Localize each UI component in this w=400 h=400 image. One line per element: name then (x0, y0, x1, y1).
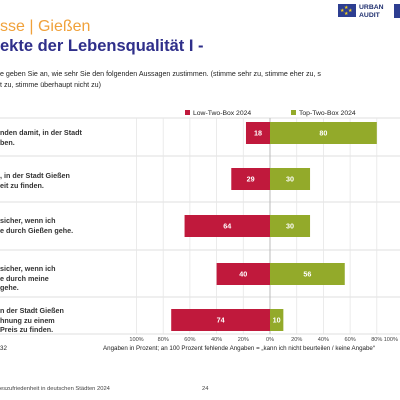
bar-top-two-box (270, 263, 345, 285)
legend-low-label: Low-Two-Box 2024 (193, 110, 252, 117)
bar-label-low: 40 (239, 270, 247, 279)
footnote: Angaben in Prozent; an 100 Prozent fehle… (103, 345, 375, 352)
bar-label-low: 74 (217, 316, 225, 325)
x-tick-label: 60% (344, 337, 355, 343)
bar-label-low: 18 (254, 129, 262, 138)
x-tick-label: 80% (158, 337, 169, 343)
x-tick-label: 40% (318, 337, 329, 343)
legend-top: Top-Two-Box 2024 (291, 110, 356, 117)
legend-low: Low-Two-Box 2024 (185, 110, 251, 117)
bar-label-low: 29 (247, 175, 255, 184)
x-tick-label: 0% (266, 337, 274, 343)
bar-label-top: 30 (286, 175, 294, 184)
bar-low-two-box (245, 122, 270, 144)
x-tick-label: 100% (129, 337, 143, 343)
category-label-4: sicher, wenn ich e durch meine gehe. (0, 264, 56, 293)
bar-top-two-box (270, 168, 311, 190)
legend-top-label: Top-Two-Box 2024 (299, 110, 356, 117)
bar-low-two-box (231, 168, 270, 190)
bar-label-top: 10 (273, 316, 281, 325)
category-label-2: , in der Stadt Gießen eit zu finden. (0, 171, 70, 190)
legend-top-swatch (291, 110, 296, 115)
bar-label-low: 64 (223, 222, 231, 231)
category-label-1: nden damit, in der Stadt ben. (0, 128, 82, 147)
page-title: ekte der Lebensqualität I - (0, 37, 204, 55)
x-tick-label: 100% (384, 337, 398, 343)
page-number: 24 (202, 386, 209, 392)
bar-low-two-box (216, 263, 270, 285)
logo-text: URBAN AUDIT (359, 4, 384, 19)
bar-top-two-box (270, 215, 311, 237)
x-tick-label: 40% (211, 337, 222, 343)
category-label-3: sicher, wenn ich e durch Gießen gehe. (0, 216, 74, 235)
page-subtitle: sse | Gießen (0, 18, 91, 35)
category-label-5: n der Stadt Gießen hnung zu einem Preis … (0, 306, 64, 335)
eu-flag-icon: ★ ★ ★ ★ (338, 4, 356, 17)
x-tick-label: 20% (291, 337, 302, 343)
bar-label-top: 80 (319, 129, 327, 138)
x-tick-label: 80% (371, 337, 382, 343)
bar-top-two-box (270, 122, 377, 144)
question-line-1: e geben Sie an, wie sehr Sie den folgend… (0, 70, 321, 78)
x-tick-label: 60% (184, 337, 195, 343)
bar-low-two-box (184, 215, 270, 237)
page-code: 32 (0, 345, 7, 352)
bar-label-top: 56 (303, 270, 311, 279)
bar-low-two-box (171, 309, 270, 331)
legend-low-swatch (185, 110, 190, 115)
page-header: sse | Gießen ekte der Lebensqualität I -… (0, 0, 400, 72)
bar-label-top: 30 (286, 222, 294, 231)
urban-audit-logo: ★ ★ ★ ★ URBAN AUDIT (338, 2, 400, 24)
bar-top-two-box (270, 309, 284, 331)
question-line-2: t zu, stimme überhaupt nicht zu) (0, 80, 101, 89)
logo-box-icon (394, 4, 400, 18)
footer-source: eszufriedenheit in deutschen Städten 202… (0, 386, 110, 392)
x-tick-label: 20% (238, 337, 249, 343)
question-text: e geben Sie an, wie sehr Sie den folgend… (0, 69, 400, 90)
